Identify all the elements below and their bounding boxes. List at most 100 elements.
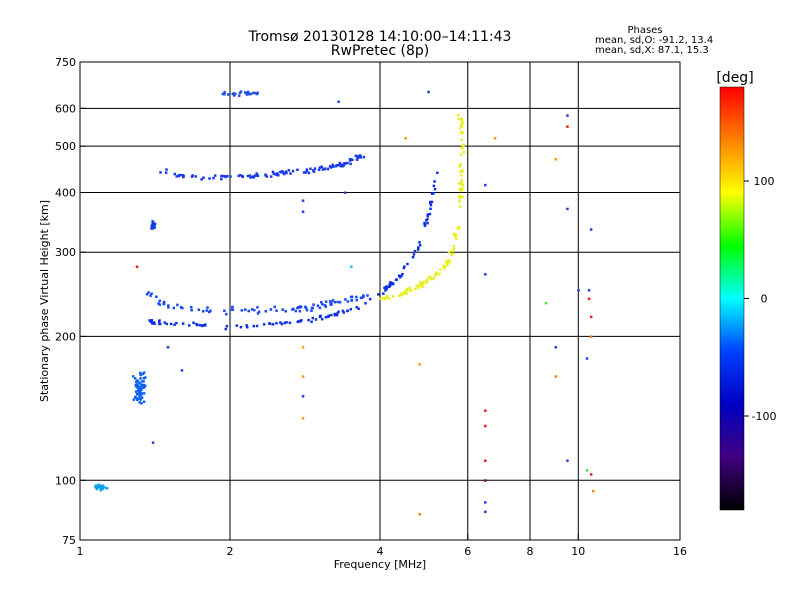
x-tick-label: 8 bbox=[527, 545, 534, 558]
data-point bbox=[132, 375, 135, 378]
data-point bbox=[257, 310, 261, 314]
data-point bbox=[359, 296, 363, 300]
data-point bbox=[331, 163, 335, 167]
chart-subtitle: RwPretec (8p) bbox=[331, 43, 429, 59]
data-point bbox=[264, 309, 268, 313]
data-point bbox=[231, 308, 235, 311]
colorbar: [deg] 100 0 -100 bbox=[716, 70, 776, 511]
data-point bbox=[248, 174, 252, 177]
data-point bbox=[172, 306, 176, 310]
data-point bbox=[408, 289, 412, 292]
data-point bbox=[391, 282, 395, 286]
data-point bbox=[391, 295, 395, 298]
data-point bbox=[239, 90, 243, 93]
data-point bbox=[277, 174, 280, 177]
data-point bbox=[427, 275, 431, 279]
data-point bbox=[358, 154, 362, 157]
data-point bbox=[318, 306, 322, 310]
data-point bbox=[443, 267, 446, 270]
data-point bbox=[151, 321, 154, 325]
data-point bbox=[462, 150, 466, 154]
data-point bbox=[180, 369, 184, 372]
data-point bbox=[101, 484, 105, 488]
data-point bbox=[450, 253, 454, 256]
data-point bbox=[252, 91, 255, 95]
data-point bbox=[166, 346, 170, 349]
data-point bbox=[99, 488, 103, 492]
data-point bbox=[194, 175, 197, 178]
data-point bbox=[458, 205, 462, 208]
data-point bbox=[301, 375, 305, 378]
data-point bbox=[320, 317, 324, 321]
data-point bbox=[438, 268, 442, 271]
data-point bbox=[484, 510, 487, 514]
data-point bbox=[413, 287, 417, 291]
data-point bbox=[458, 196, 462, 200]
data-point bbox=[320, 165, 323, 169]
data-point bbox=[269, 308, 273, 311]
data-point bbox=[566, 459, 569, 462]
data-point bbox=[208, 177, 211, 180]
data-point bbox=[447, 260, 450, 264]
data-point bbox=[136, 398, 139, 402]
data-point bbox=[418, 243, 422, 247]
data-point bbox=[285, 320, 288, 324]
data-point bbox=[176, 303, 179, 307]
data-point bbox=[461, 170, 464, 173]
data-point bbox=[402, 266, 406, 270]
data-point bbox=[237, 174, 240, 178]
data-point bbox=[413, 249, 417, 253]
data-point bbox=[484, 479, 487, 482]
data-point bbox=[452, 244, 456, 248]
data-point bbox=[221, 92, 225, 96]
data-point bbox=[142, 377, 146, 380]
data-point bbox=[159, 171, 162, 174]
data-point bbox=[354, 154, 358, 158]
data-point bbox=[335, 163, 339, 167]
data-point bbox=[288, 321, 292, 325]
data-point bbox=[239, 173, 242, 177]
data-point bbox=[459, 188, 462, 191]
grid-lines bbox=[79, 62, 681, 540]
data-point bbox=[291, 169, 295, 173]
data-point bbox=[417, 246, 420, 249]
data-point bbox=[355, 298, 359, 302]
data-point bbox=[484, 273, 487, 276]
data-point bbox=[155, 295, 158, 298]
data-point bbox=[460, 179, 463, 182]
data-point bbox=[139, 373, 142, 377]
data-point bbox=[202, 176, 205, 179]
data-point bbox=[362, 294, 365, 297]
y-tick-label: 100 bbox=[55, 474, 76, 487]
data-point bbox=[442, 264, 445, 268]
data-point bbox=[341, 309, 345, 313]
data-point bbox=[252, 308, 256, 312]
data-point bbox=[389, 281, 392, 284]
data-point bbox=[423, 223, 427, 226]
data-point bbox=[165, 322, 169, 326]
data-point bbox=[158, 299, 162, 303]
data-point bbox=[148, 319, 151, 322]
data-point bbox=[460, 124, 463, 128]
data-point bbox=[232, 94, 236, 97]
data-point bbox=[335, 313, 339, 317]
data-point bbox=[294, 309, 298, 313]
data-point bbox=[177, 174, 180, 178]
data-point bbox=[162, 302, 166, 306]
data-point bbox=[140, 383, 144, 386]
data-point bbox=[362, 155, 366, 159]
data-point bbox=[307, 318, 310, 322]
data-point bbox=[460, 117, 463, 120]
data-point bbox=[397, 294, 401, 298]
data-point bbox=[459, 170, 462, 174]
data-point bbox=[400, 274, 403, 278]
data-point bbox=[429, 203, 433, 207]
data-point bbox=[457, 117, 460, 121]
data-point bbox=[302, 171, 306, 174]
y-tick-label: 75 bbox=[62, 534, 76, 547]
data-point bbox=[591, 489, 595, 493]
data-point bbox=[460, 174, 463, 177]
data-point bbox=[285, 171, 288, 175]
data-point bbox=[427, 90, 430, 94]
data-point bbox=[256, 306, 259, 309]
